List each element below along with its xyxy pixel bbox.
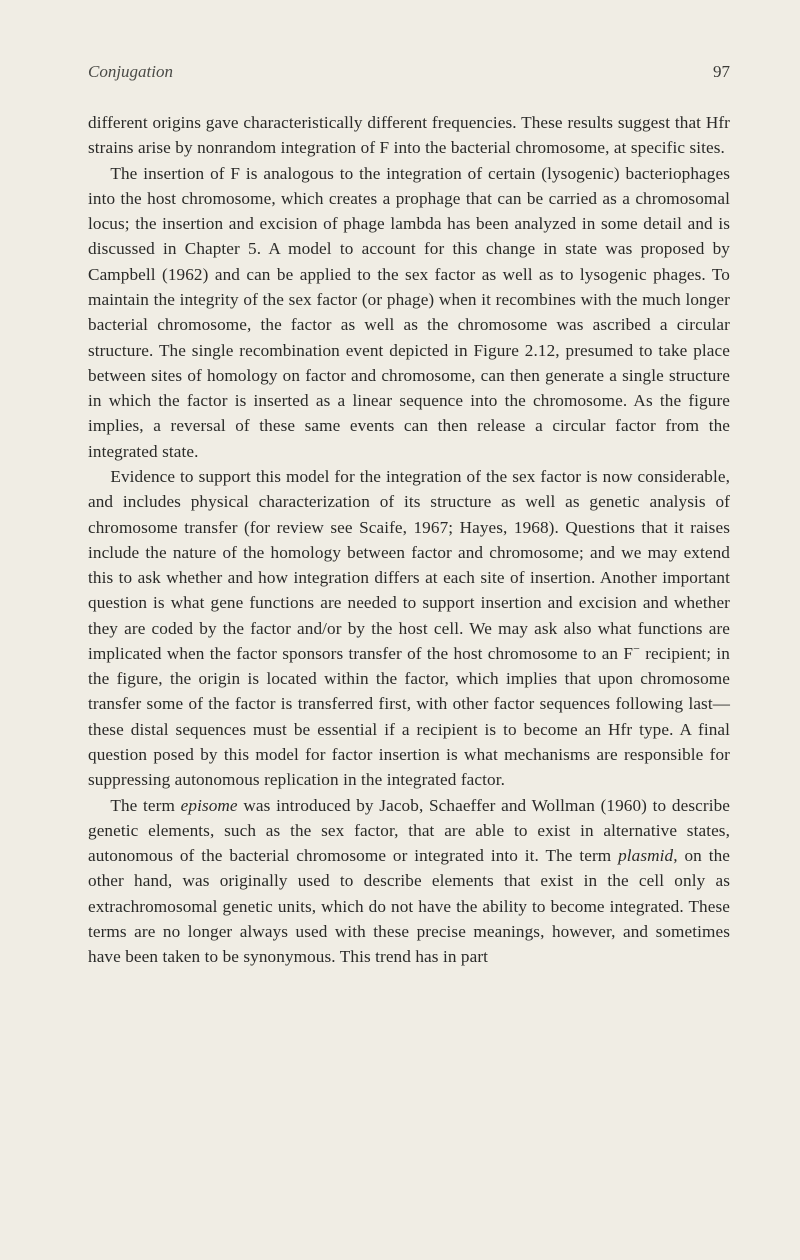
page-header: Conjugation 97 xyxy=(88,62,730,82)
paragraph-1: different origins gave characteristicall… xyxy=(88,110,730,161)
p3-text-a: Evidence to support this model for the i… xyxy=(88,467,730,663)
running-head: Conjugation xyxy=(88,62,173,82)
p3-superscript: − xyxy=(633,641,640,655)
paragraph-4: The term episome was introduced by Jacob… xyxy=(88,793,730,970)
p4-italic-1: episome xyxy=(181,796,238,815)
paragraph-3: Evidence to support this model for the i… xyxy=(88,464,730,793)
p4-italic-2: plasmid, xyxy=(618,846,678,865)
p4-text-a: The term xyxy=(110,796,180,815)
body-text: different origins gave characteristicall… xyxy=(88,110,730,970)
paragraph-2: The insertion of F is analogous to the i… xyxy=(88,161,730,464)
p3-text-b: recipient; in the figure, the origin is … xyxy=(88,644,730,789)
page-number: 97 xyxy=(713,62,730,82)
